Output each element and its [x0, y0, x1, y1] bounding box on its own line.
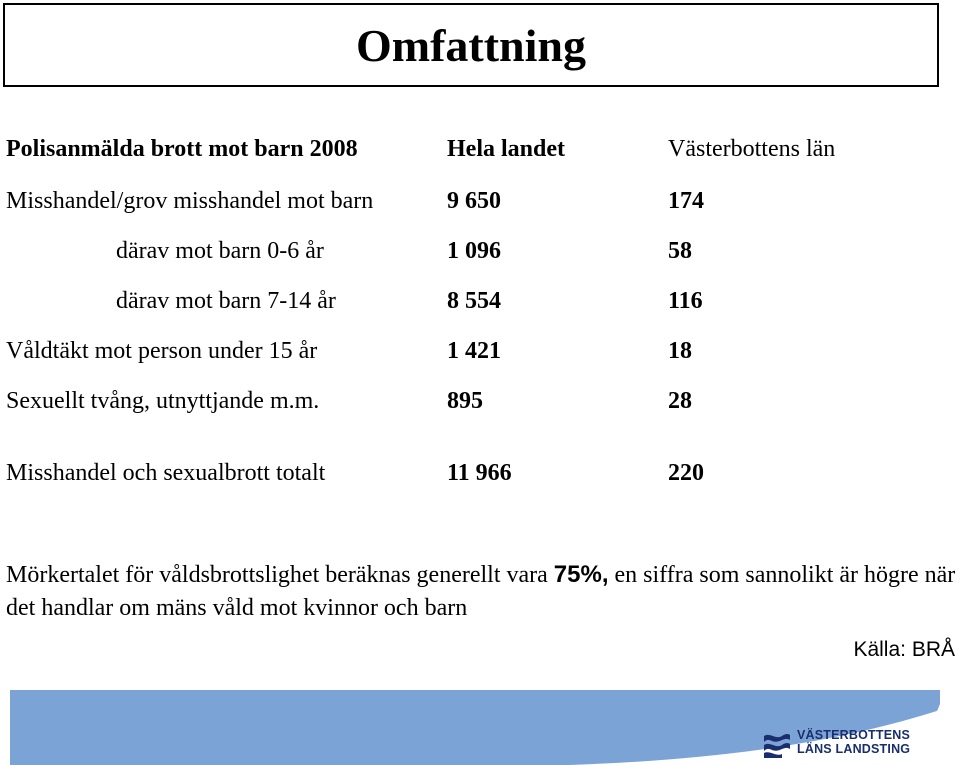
footer-banner	[10, 690, 940, 765]
footnote-text-before: Mörkertalet för våldsbrottslighet beräkn…	[6, 562, 554, 588]
total-value-national: 11 966	[447, 460, 512, 486]
total-value-regional: 220	[668, 460, 704, 486]
table-header: Polisanmälda brott mot barn 2008 Hela la…	[6, 134, 946, 164]
row-value-national: 1 096	[447, 238, 501, 264]
row-value-regional: 18	[668, 338, 692, 364]
title-box: Omfattning	[3, 3, 939, 87]
wave-logo-icon	[764, 734, 790, 758]
header-col1: Hela landet	[447, 136, 565, 162]
header-col2: Västerbottens län	[668, 136, 836, 162]
row-value-regional: 116	[668, 288, 703, 314]
row-label: därav mot barn 7-14 år	[116, 288, 336, 314]
row-label: Sexuellt tvång, utnyttjande m.m.	[6, 388, 320, 414]
table-row: därav mot barn 0-6 år 1 096 58	[6, 236, 946, 266]
table-total-row: Misshandel och sexualbrott totalt 11 966…	[6, 458, 946, 488]
logo-line-2: LÄNS LANDSTING	[797, 742, 911, 756]
row-value-national: 9 650	[447, 188, 501, 214]
row-value-national: 8 554	[447, 288, 501, 314]
row-value-national: 895	[447, 388, 483, 414]
logo-line-1: VÄSTERBOTTENS	[797, 728, 911, 742]
logo-text: VÄSTERBOTTENS LÄNS LANDSTING	[797, 728, 910, 756]
table-row: Våldtäkt mot person under 15 år 1 421 18	[6, 336, 946, 366]
table-row: därav mot barn 7-14 år 8 554 116	[6, 286, 946, 316]
footnote-highlight: 75%,	[553, 561, 609, 588]
table-row: Sexuellt tvång, utnyttjande m.m. 895 28	[6, 386, 946, 416]
row-value-national: 1 421	[447, 338, 501, 364]
source-credit: Källa: BRÅ	[853, 638, 955, 661]
footnote-text-after: en siffra som sannolikt är högre när det…	[6, 562, 956, 621]
total-label: Misshandel och sexualbrott totalt	[6, 460, 326, 486]
row-label: Misshandel/grov misshandel mot barn	[6, 188, 374, 214]
row-value-regional: 58	[668, 238, 692, 264]
row-label: Våldtäkt mot person under 15 år	[6, 338, 318, 364]
page-title: Omfattning	[356, 19, 586, 71]
header-label: Polisanmälda brott mot barn 2008	[6, 136, 358, 162]
row-label: därav mot barn 0-6 år	[116, 238, 324, 264]
row-value-regional: 174	[668, 188, 704, 214]
table-row: Misshandel/grov misshandel mot barn 9 65…	[6, 186, 946, 216]
footnote: Mörkertalet för våldsbrottslighet beräkn…	[6, 558, 956, 625]
row-value-regional: 28	[668, 388, 692, 414]
